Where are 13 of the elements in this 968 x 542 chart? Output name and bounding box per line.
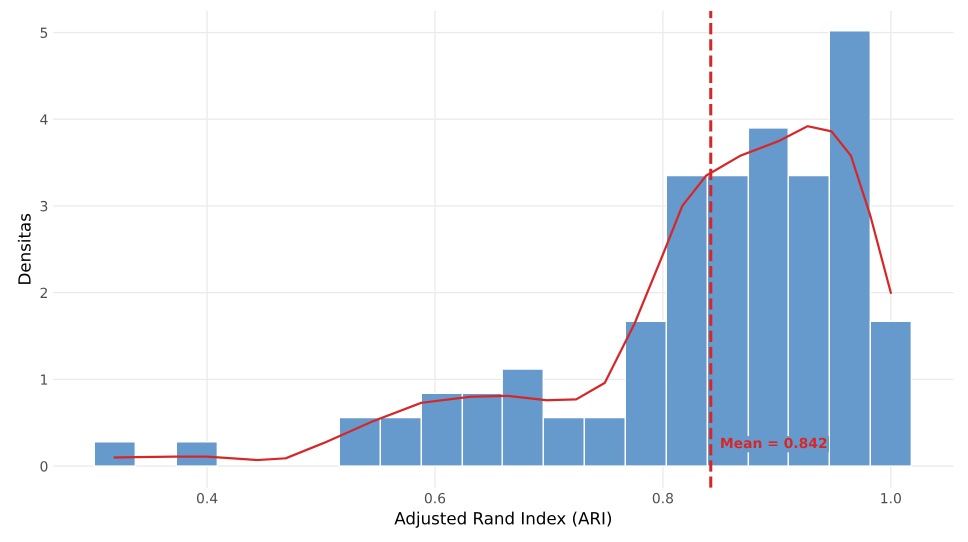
x-tick-label: 0.6: [424, 492, 446, 504]
y-tick-label: 5: [40, 28, 48, 38]
x-tick-label: 0.8: [652, 492, 673, 504]
ref-line-label: Mean = 0.842: [721, 438, 826, 448]
x-tick-label: 0.4: [196, 492, 218, 504]
y-axis-title: Densitas: [18, 214, 31, 284]
y-tick-label: 0: [40, 461, 48, 472]
x-tick-label: 1.0: [881, 492, 901, 504]
y-tick-label: 1: [41, 374, 48, 385]
y-tick-label: 2: [40, 288, 47, 298]
x-axis-title: Adjusted Rand Index (ARI): [394, 512, 612, 528]
y-tick-label: 4: [40, 114, 48, 125]
y-tick-label: 3: [40, 200, 48, 212]
